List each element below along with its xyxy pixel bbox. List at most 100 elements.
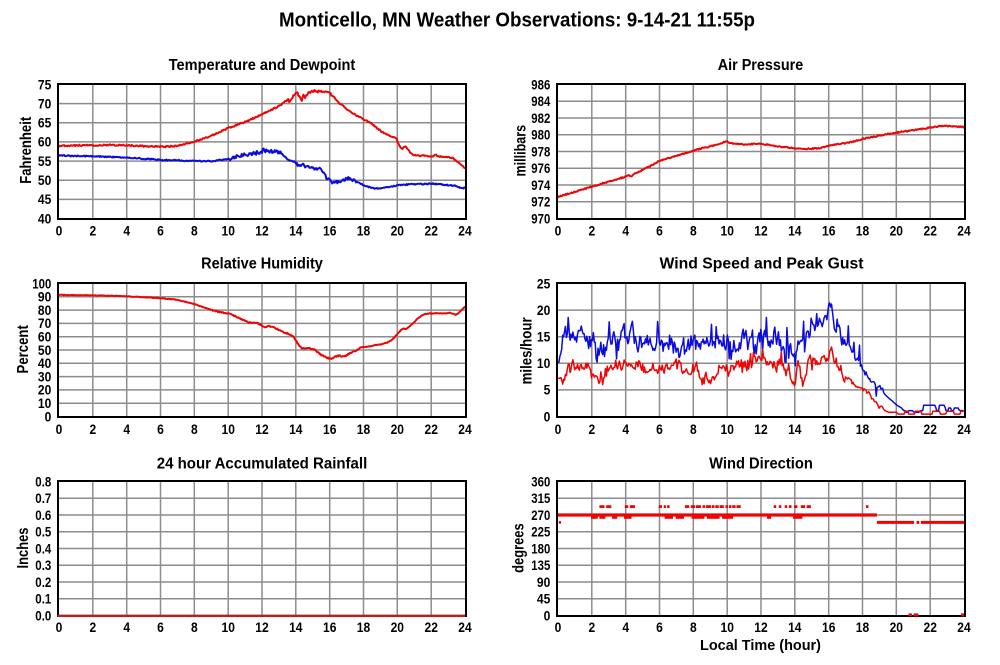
svg-text:90: 90 — [537, 575, 550, 590]
svg-text:10: 10 — [222, 620, 235, 635]
svg-text:20: 20 — [391, 620, 404, 635]
svg-text:8: 8 — [690, 620, 697, 635]
svg-text:80: 80 — [38, 303, 51, 318]
svg-text:2: 2 — [588, 620, 595, 635]
svg-text:974: 974 — [531, 178, 550, 193]
svg-text:0.6: 0.6 — [35, 508, 51, 523]
svg-text:0: 0 — [56, 223, 63, 238]
svg-text:4: 4 — [123, 422, 130, 437]
svg-text:24: 24 — [458, 620, 472, 635]
svg-text:10: 10 — [721, 223, 734, 238]
svg-text:270: 270 — [531, 508, 550, 523]
svg-text:Air Pressure: Air Pressure — [718, 57, 804, 74]
svg-text:70: 70 — [38, 96, 51, 111]
svg-text:20: 20 — [890, 620, 903, 635]
svg-text:24: 24 — [458, 223, 472, 238]
svg-text:8: 8 — [690, 223, 697, 238]
svg-text:12: 12 — [255, 223, 268, 238]
svg-text:12: 12 — [255, 620, 268, 635]
svg-text:4: 4 — [622, 620, 629, 635]
svg-text:14: 14 — [289, 223, 303, 238]
svg-text:45: 45 — [38, 192, 52, 207]
svg-text:14: 14 — [289, 422, 303, 437]
svg-text:8: 8 — [191, 422, 198, 437]
svg-text:984: 984 — [531, 94, 550, 109]
svg-text:0.8: 0.8 — [35, 474, 51, 489]
svg-text:25: 25 — [537, 276, 551, 291]
svg-text:135: 135 — [531, 558, 550, 573]
svg-text:6: 6 — [656, 422, 663, 437]
svg-text:4: 4 — [622, 422, 629, 437]
svg-text:24 hour Accumulated Rainfall: 24 hour Accumulated Rainfall — [157, 455, 368, 472]
svg-text:20: 20 — [890, 223, 903, 238]
svg-text:22: 22 — [425, 422, 438, 437]
svg-text:10: 10 — [721, 620, 734, 635]
svg-text:2: 2 — [89, 422, 96, 437]
svg-text:18: 18 — [856, 620, 870, 635]
svg-text:976: 976 — [531, 161, 550, 176]
svg-text:16: 16 — [323, 223, 337, 238]
svg-text:Fahrenheit: Fahrenheit — [18, 116, 35, 184]
svg-text:2: 2 — [588, 223, 595, 238]
svg-text:12: 12 — [754, 223, 767, 238]
svg-text:22: 22 — [425, 620, 438, 635]
svg-text:16: 16 — [822, 422, 836, 437]
svg-text:2: 2 — [89, 620, 96, 635]
svg-text:miles/hour: miles/hour — [519, 317, 536, 384]
svg-text:0.7: 0.7 — [35, 491, 51, 506]
svg-text:Temperature and Dewpoint: Temperature and Dewpoint — [169, 57, 356, 74]
svg-text:22: 22 — [924, 422, 937, 437]
svg-text:10: 10 — [222, 223, 235, 238]
svg-text:22: 22 — [425, 223, 438, 238]
svg-text:20: 20 — [391, 422, 404, 437]
svg-text:degrees: degrees — [511, 523, 528, 573]
svg-text:0.2: 0.2 — [35, 575, 51, 590]
svg-text:45: 45 — [537, 592, 551, 607]
svg-text:0: 0 — [56, 422, 63, 437]
svg-text:6: 6 — [656, 620, 663, 635]
svg-text:18: 18 — [357, 223, 371, 238]
svg-text:0.1: 0.1 — [35, 592, 51, 607]
svg-text:20: 20 — [391, 223, 404, 238]
svg-text:20: 20 — [38, 383, 51, 398]
svg-text:24: 24 — [458, 422, 472, 437]
svg-text:60: 60 — [38, 330, 51, 345]
svg-text:10: 10 — [222, 422, 235, 437]
svg-text:Wind Direction: Wind Direction — [709, 455, 813, 472]
svg-text:0.3: 0.3 — [35, 558, 51, 573]
svg-text:70: 70 — [38, 316, 51, 331]
svg-text:10: 10 — [721, 422, 734, 437]
svg-text:970: 970 — [531, 211, 550, 226]
svg-text:Local Time (hour): Local Time (hour) — [700, 637, 821, 654]
svg-text:6: 6 — [157, 422, 164, 437]
svg-text:18: 18 — [856, 422, 870, 437]
svg-text:0: 0 — [544, 409, 551, 424]
svg-text:65: 65 — [38, 116, 52, 131]
svg-text:8: 8 — [690, 422, 697, 437]
svg-text:Relative Humidity: Relative Humidity — [201, 255, 323, 272]
svg-text:982: 982 — [531, 111, 550, 126]
svg-text:986: 986 — [531, 77, 550, 92]
svg-text:50: 50 — [38, 343, 51, 358]
svg-text:6: 6 — [656, 223, 663, 238]
svg-text:50: 50 — [38, 173, 51, 188]
svg-text:24: 24 — [957, 422, 971, 437]
svg-text:24: 24 — [957, 223, 971, 238]
svg-text:360: 360 — [531, 474, 550, 489]
svg-text:Percent: Percent — [15, 325, 32, 374]
svg-text:0.4: 0.4 — [35, 541, 51, 556]
svg-text:978: 978 — [531, 144, 550, 159]
svg-text:40: 40 — [38, 356, 51, 371]
svg-text:0.5: 0.5 — [35, 525, 51, 540]
svg-text:16: 16 — [323, 620, 337, 635]
svg-text:972: 972 — [531, 195, 550, 210]
svg-text:15: 15 — [537, 330, 551, 345]
svg-text:8: 8 — [191, 223, 198, 238]
svg-text:14: 14 — [289, 620, 303, 635]
svg-text:12: 12 — [754, 620, 767, 635]
svg-text:30: 30 — [38, 369, 51, 384]
svg-text:22: 22 — [924, 223, 937, 238]
svg-text:5: 5 — [544, 383, 551, 398]
svg-text:18: 18 — [856, 223, 870, 238]
svg-text:225: 225 — [531, 525, 550, 540]
